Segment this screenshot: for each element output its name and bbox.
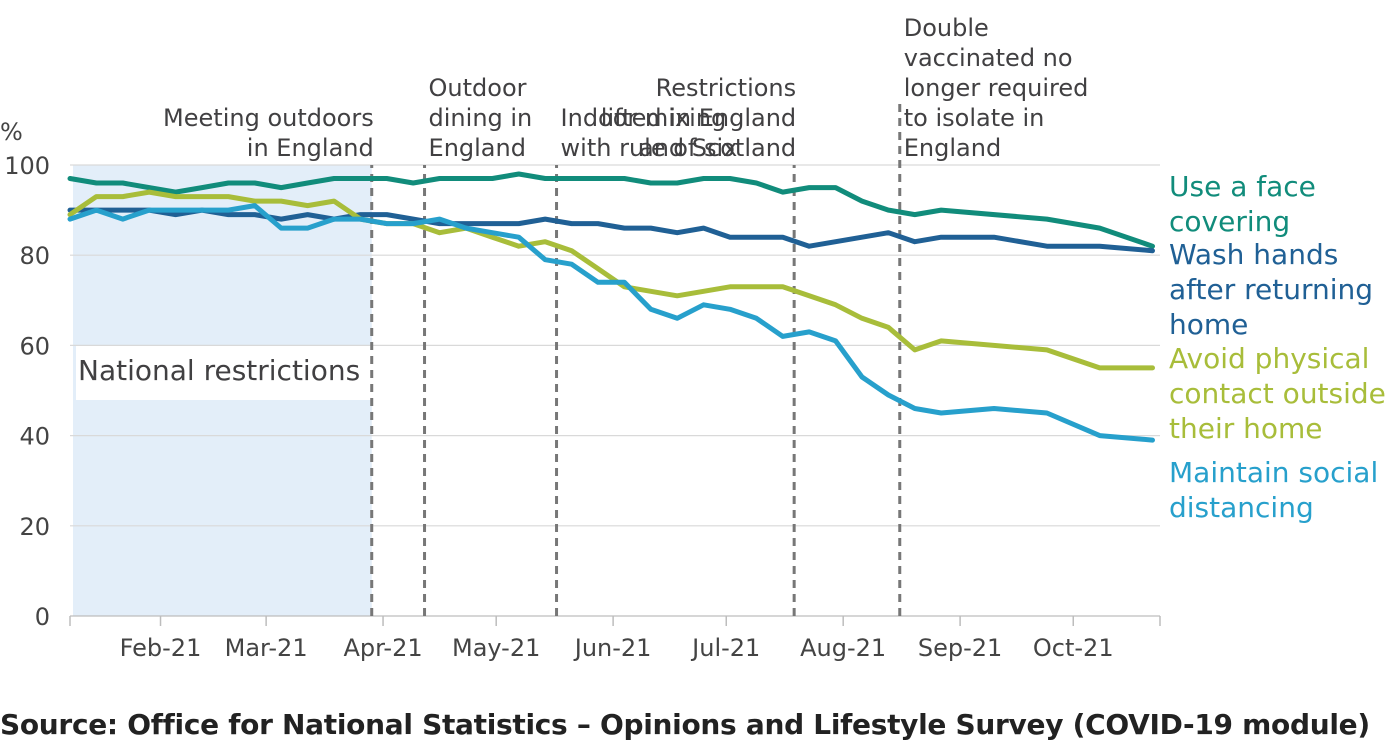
x-tick-label: May-21 xyxy=(452,634,540,662)
event-label: England xyxy=(429,134,526,162)
x-tick-label: Oct-21 xyxy=(1033,634,1114,662)
national-restrictions-label: National restrictions xyxy=(78,354,360,387)
event-label: Double xyxy=(904,14,989,42)
national-restrictions-label-bg xyxy=(76,346,382,400)
x-tick-label: Jul-21 xyxy=(690,634,760,662)
series-label: after returning xyxy=(1169,273,1373,306)
x-tick-label: Mar-21 xyxy=(225,634,308,662)
series-label: covering xyxy=(1169,205,1290,238)
y-tick-label: 100 xyxy=(4,152,50,180)
y-tick-label: 80 xyxy=(19,242,50,270)
series-label: their home xyxy=(1169,412,1323,445)
y-axis-unit: % xyxy=(0,118,23,146)
event-label: and Scotland xyxy=(639,134,796,162)
y-tick-label: 60 xyxy=(19,332,50,360)
series-label: distancing xyxy=(1169,491,1314,524)
series-label: Use a face xyxy=(1169,170,1316,203)
event-label: Indoor mixing xyxy=(561,104,727,132)
series-label: Wash hands xyxy=(1169,238,1338,271)
y-tick-label: 20 xyxy=(19,513,50,541)
line-chart: National restrictions % 0 20 40 60 80 100 Feb… xyxy=(0,14,1386,662)
x-axis: Feb-21 Mar-21 Apr-21 May-21 Jun-21 Jul-21 Aug-… xyxy=(69,616,1161,662)
x-tick-label: Sep-21 xyxy=(918,634,1002,662)
event-label: to isolate in xyxy=(904,104,1045,132)
series-line xyxy=(67,207,1155,254)
y-tick-label: 0 xyxy=(35,603,50,631)
series-lines xyxy=(67,171,1155,443)
series-line xyxy=(67,203,1155,443)
y-axis: % 0 20 40 60 80 100 xyxy=(0,118,50,631)
series-label: Avoid physical xyxy=(1169,342,1369,375)
series-line xyxy=(67,189,1155,371)
series-label: Maintain social xyxy=(1169,456,1378,489)
event-label: England xyxy=(904,134,1001,162)
series-label: home xyxy=(1169,308,1248,341)
event-label: Outdoor xyxy=(429,74,527,102)
x-tick-label: Apr-21 xyxy=(343,634,422,662)
event-label: Restrictions xyxy=(656,74,796,102)
national-restrictions-shading: National restrictions xyxy=(73,165,382,616)
event-label: dining in xyxy=(429,104,533,132)
series-label: contact outside xyxy=(1169,377,1386,410)
x-tick-label: Feb-21 xyxy=(120,634,202,662)
event-label: longer required xyxy=(904,74,1089,102)
y-tick-label: 40 xyxy=(19,423,50,451)
event-label: Meeting outdoors xyxy=(163,104,374,132)
series-line xyxy=(67,171,1155,249)
event-label: in England xyxy=(247,134,374,162)
x-tick-label: Jun-21 xyxy=(573,634,652,662)
event-label: vaccinated no xyxy=(904,44,1073,72)
source-note: Source: Office for National Statistics –… xyxy=(0,708,1370,741)
event-label: with rule of six xyxy=(561,134,738,162)
event-label: lifted in England xyxy=(601,104,796,132)
x-tick-label: Aug-21 xyxy=(800,634,886,662)
